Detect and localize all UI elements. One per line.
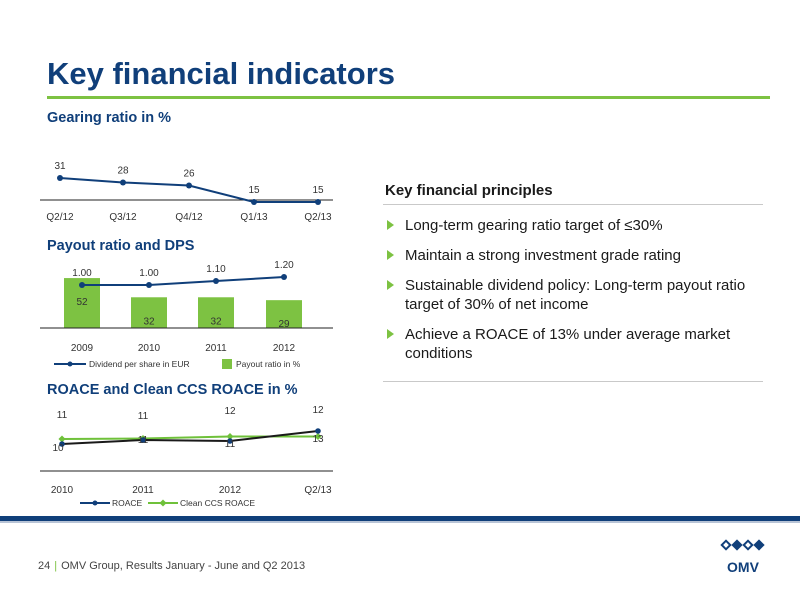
legend-clean-label: Clean CCS ROACE: [180, 498, 255, 508]
principle-item: Achieve a ROACE of 13% under average mar…: [383, 325, 763, 363]
gearing-line: [59, 177, 318, 203]
key-financial-principles-panel: Key financial principles Long-term geari…: [383, 182, 763, 374]
payout-bar-label: 32: [143, 316, 155, 327]
roace-point: [315, 428, 321, 434]
payout-chart-title: Payout ratio and DPS: [47, 238, 195, 254]
payout-bar-label: 32: [210, 316, 222, 327]
payout-bar: [131, 297, 167, 328]
principle-item: Maintain a strong investment grade ratin…: [383, 246, 763, 265]
gearing-point: [120, 179, 126, 186]
payout-bar: [266, 300, 302, 328]
payout-chart: 52 32 32 29 1.00 1.00 1.10 1.20 2009 2010 2011 2012…: [40, 260, 333, 369]
legend-dps-label: Dividend per share in EUR: [89, 359, 190, 369]
principle-text: Maintain a strong investment grade ratin…: [405, 247, 681, 264]
roace-x-tick-label: 2010: [51, 485, 74, 496]
roace-data-label: 11: [225, 439, 236, 450]
gearing-point: [186, 182, 192, 189]
triangle-bullet-icon: [387, 220, 394, 230]
footer-text: OMV Group, Results January - June and Q2…: [61, 560, 306, 572]
gearing-point: [315, 199, 321, 205]
gearing-chart-title: Gearing ratio in %: [47, 110, 172, 126]
page-title: Key financial indicators: [47, 56, 395, 91]
gearing-x-tick-label: Q3/12: [109, 212, 137, 223]
gearing-data-label: 15: [312, 185, 324, 196]
logo-text: OMV: [727, 559, 760, 575]
roace-chart-title: ROACE and Clean CCS ROACE in %: [47, 382, 298, 398]
gearing-data-label: 15: [248, 185, 260, 196]
payout-bar: [198, 297, 234, 328]
principle-item: Sustainable dividend policy: Long-term p…: [383, 276, 763, 314]
clean-ccs-roace-point: [226, 432, 234, 441]
principles-list: Long-term gearing ratio target of ≤30% M…: [383, 216, 763, 363]
gearing-chart: 31 28 26 15 15 Q2/12 Q3/12 Q4/12 Q1/13 Q2/13: [40, 161, 333, 223]
triangle-bullet-icon: [387, 250, 394, 260]
clean-ccs-roace-line: [61, 435, 318, 440]
footer-band: [0, 516, 800, 521]
legend-dps-marker: [67, 361, 73, 367]
dps-data-label: 1.20: [274, 260, 294, 271]
legend-roace-label: ROACE: [112, 498, 143, 508]
payout-x-tick-label: 2011: [205, 343, 227, 354]
triangle-bullet-icon: [387, 280, 394, 290]
footer: 24 | OMV Group, Results January - June and…: [38, 560, 305, 572]
payout-x-tick-label: 2012: [273, 343, 296, 354]
legend-clean-marker: [159, 499, 167, 507]
dps-line: [82, 276, 285, 286]
clean-ccs-roace-data-label: 12: [224, 406, 236, 417]
clean-ccs-roace-point: [58, 435, 66, 443]
roace-data-label: 13: [312, 434, 324, 445]
clean-ccs-roace-point: [314, 432, 322, 441]
clean-ccs-roace-data-label: 12: [312, 405, 324, 416]
gearing-data-label: 28: [117, 166, 129, 177]
dps-data-label: 1.00: [139, 268, 159, 279]
principle-text: Sustainable dividend policy: Long-term p…: [405, 277, 746, 313]
legend-payout-swatch: [222, 359, 232, 369]
clean-ccs-roace-data-label: 11: [57, 410, 68, 421]
page-number: 24: [38, 560, 51, 572]
roace-chart: 11 11 12 12 10 11 11 13 2010 2011 2012 Q2/13 ROACE Cl…: [40, 405, 333, 508]
gearing-x-tick-label: Q4/12: [175, 212, 203, 223]
dps-point: [79, 282, 85, 288]
dps-point: [213, 278, 219, 284]
omv-logo: OMV: [720, 539, 765, 575]
gearing-data-label: 31: [54, 161, 66, 172]
gearing-data-label: 26: [183, 169, 195, 180]
dps-data-label: 1.10: [206, 264, 226, 275]
roace-data-label: 11: [138, 435, 149, 446]
roace-point: [140, 437, 146, 443]
payout-x-tick-label: 2010: [138, 343, 161, 354]
triangle-bullet-icon: [387, 329, 394, 339]
principles-heading: Key financial principles: [383, 182, 763, 205]
payout-bar-label: 29: [278, 319, 290, 330]
payout-x-tick-label: 2009: [71, 343, 94, 354]
roace-point: [59, 441, 65, 447]
principles-bottom-rule: [383, 381, 763, 382]
dps-point: [281, 274, 287, 280]
roace-x-tick-label: 2011: [132, 485, 154, 496]
footer-separator: |: [54, 560, 58, 572]
gearing-x-tick-label: Q2/13: [304, 212, 332, 223]
legend-payout-label: Payout ratio in %: [236, 359, 301, 369]
legend-roace-marker: [92, 500, 98, 506]
roace-data-label: 10: [52, 443, 64, 454]
dps-point: [146, 282, 152, 288]
payout-bar-label: 52: [76, 297, 88, 308]
clean-ccs-roace-data-label: 11: [138, 411, 149, 422]
roace-x-tick-label: Q2/13: [304, 485, 332, 496]
gearing-point: [251, 199, 257, 205]
dps-data-label: 1.00: [72, 268, 92, 279]
gearing-point: [57, 175, 63, 181]
footer-band-shadow: [0, 521, 800, 523]
gearing-x-tick-label: Q1/13: [240, 212, 268, 223]
gearing-x-tick-label: Q2/12: [46, 212, 74, 223]
principle-item: Long-term gearing ratio target of ≤30%: [383, 216, 763, 235]
principle-text: Long-term gearing ratio target of ≤30%: [405, 217, 663, 234]
roace-point: [227, 438, 233, 444]
principle-text: Achieve a ROACE of 13% under average mar…: [405, 326, 731, 362]
roace-x-tick-label: 2012: [219, 485, 242, 496]
title-underline: [47, 96, 770, 99]
roace-line: [61, 430, 319, 445]
